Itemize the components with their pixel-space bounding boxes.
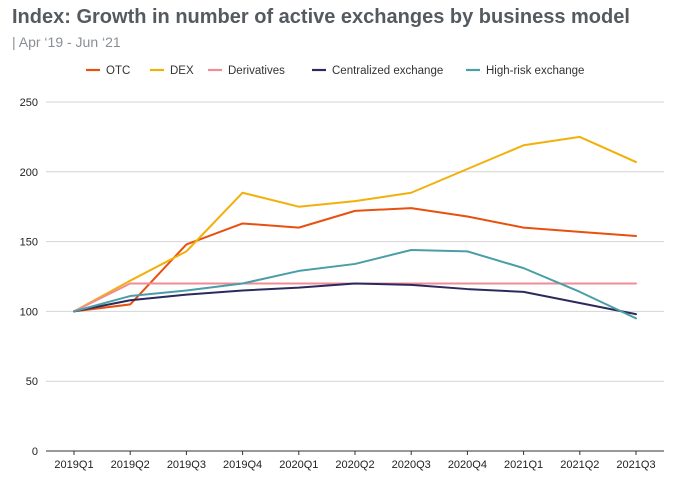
y-tick-label: 200 <box>20 167 38 179</box>
x-tick-label: 2021Q2 <box>560 459 599 471</box>
series-line-high-risk-exchange <box>73 248 637 320</box>
legend-label: High-risk exchange <box>486 65 584 77</box>
y-tick-label: 100 <box>20 306 38 318</box>
x-tick-label: 2021Q3 <box>616 459 655 471</box>
legend-label: DEX <box>170 65 194 77</box>
x-tick-label: 2019Q1 <box>54 459 93 471</box>
x-axis-ticks: 2019Q1 2019Q2 2019Q3 2019Q4 2020Q1 2020Q2 2020… <box>54 451 656 471</box>
x-tick-label: 2019Q2 <box>111 459 150 471</box>
y-axis-ticks: 0 50 100 150 200 250 <box>20 97 38 458</box>
series-lines <box>73 135 637 320</box>
x-tick-label: 2020Q3 <box>392 459 431 471</box>
chart-title: Index: Growth in number of active exchan… <box>12 6 630 28</box>
series-line-otc <box>73 207 637 313</box>
x-tick-label: 2019Q4 <box>223 459 262 471</box>
legend-label: OTC <box>106 65 130 77</box>
series-line-centralized-exchange <box>73 282 637 316</box>
y-tick-label: 50 <box>26 376 38 388</box>
y-tick-label: 150 <box>20 237 38 249</box>
series-line-dex <box>73 135 637 313</box>
legend-label: Derivatives <box>228 65 285 77</box>
chart-subtitle: | Apr ‘19 - Jun ‘21 <box>12 34 121 50</box>
y-tick-label: 250 <box>20 97 38 109</box>
x-tick-label: 2020Q4 <box>448 459 487 471</box>
legend-label: Centralized exchange <box>332 65 443 77</box>
x-tick-label: 2021Q1 <box>504 459 543 471</box>
legend: OTC DEX Derivatives Centralized exchange Hig… <box>86 65 584 77</box>
x-tick-label: 2020Q2 <box>335 459 374 471</box>
x-tick-label: 2020Q1 <box>279 459 318 471</box>
x-tick-label: 2019Q3 <box>167 459 206 471</box>
y-tick-label: 0 <box>32 446 38 458</box>
